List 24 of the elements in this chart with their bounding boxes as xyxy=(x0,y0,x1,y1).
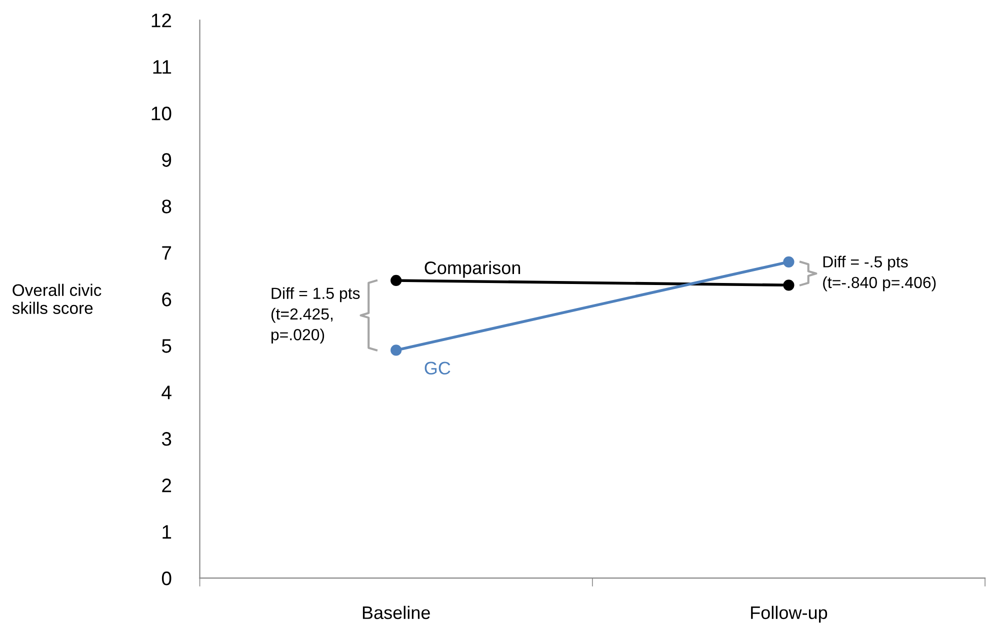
point xyxy=(783,256,794,268)
series-label: GC xyxy=(424,362,450,375)
x-tick-label: Follow-up xyxy=(751,606,828,623)
y-tick-label: 0 xyxy=(162,572,172,586)
point xyxy=(390,344,402,356)
annotation: Diff = 1.5 pts (t=2.425, p=.020) xyxy=(271,287,360,344)
point xyxy=(390,274,402,286)
y-tick-label: 3 xyxy=(162,432,172,446)
y-tick-label: 6 xyxy=(162,292,172,306)
y-tick-label: 11 xyxy=(153,60,172,74)
y-tick-label: 5 xyxy=(162,339,172,353)
y-tick-label: 2 xyxy=(162,478,172,492)
y-tick-label: 8 xyxy=(162,200,172,214)
y-tick-label: 12 xyxy=(152,14,172,28)
y-axis-title: Overall civic skills score xyxy=(12,284,102,314)
annotation: Diff = -.5 pts (t=-.840 p=.406) xyxy=(823,256,936,292)
series-label: Comparison xyxy=(424,260,520,278)
x-tick-label: Baseline xyxy=(362,606,430,620)
point xyxy=(783,280,794,291)
y-tick-label: 10 xyxy=(152,106,172,120)
y-tick-label: 1 xyxy=(162,525,172,539)
y-tick-label: 7 xyxy=(162,246,172,260)
y-tick-label: 4 xyxy=(162,386,172,400)
y-tick-label: 9 xyxy=(162,153,172,167)
